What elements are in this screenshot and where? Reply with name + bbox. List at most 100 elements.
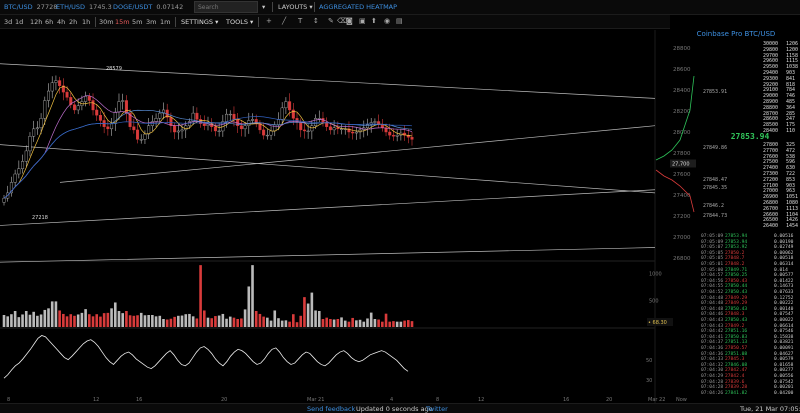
trade-price: 27849.71 [725,267,748,273]
tools-menu[interactable]: TOOLS ▾ [226,18,254,26]
orderbook-bid-row[interactable]: 26900 1051 [700,194,800,200]
orderbook-bid-row[interactable]: 27200 853 [700,177,800,183]
volume-bar [80,312,84,327]
orderbook-bid-row[interactable]: 27800 325 [700,142,800,148]
trade-size: 0.00062 [774,250,794,256]
tf-2h[interactable]: 2h [69,18,78,26]
candle-body [91,100,95,111]
orderbook-bid-row[interactable]: 26700 1113 [700,206,800,212]
ticker-symbol: ETH/USD [56,3,86,11]
orderbook-level-label: 27849.86 [700,145,800,151]
volume-bar [358,319,362,327]
volume-bar [332,319,336,327]
ticker-doge[interactable]: DOGE/USDT 0.07142 [113,3,183,11]
crosshair-icon[interactable]: + [266,17,272,25]
tf-30m[interactable]: 30m [99,18,114,26]
orderbook-ask-row[interactable]: 29700 1158 [700,53,800,59]
line-icon[interactable]: ╱ [282,17,287,25]
volume-bar [91,316,95,327]
orderbook-bid-row[interactable]: 27000 963 [700,188,800,194]
tf-3m[interactable]: 3m [146,18,157,26]
orderbook-ask-row[interactable]: 29100 784 [700,87,800,93]
trade-price: 27842.4 [725,374,745,379]
trade-price: 27851.08 [725,351,748,357]
trade-size: 0.00091 [774,346,794,351]
send-feedback-link[interactable]: Send feedback [307,405,356,413]
time-tick-label: 8 [436,397,439,403]
ticker-eth[interactable]: ETH/USD 1745.3 [56,3,112,11]
ask-price: 28900 [763,99,779,105]
tf-1m[interactable]: 1m [160,18,171,26]
orderbook-bid-row[interactable]: 27700 472 [700,148,800,154]
twitter-link[interactable]: Twitter [426,405,448,413]
orderbook-bid-row[interactable]: 27600 538 [700,154,800,160]
candle-body [410,137,414,140]
orderbook-ask-row[interactable]: 28500 175 [700,122,800,128]
candle-body [336,127,340,130]
trade-time: 07:04:52 [701,290,724,295]
orderbook-bid-row[interactable]: 26800 1080 [700,200,800,206]
moving-averages [3,86,413,199]
orderbook-ask-row[interactable]: 29600 1115 [700,58,800,64]
share-icon[interactable]: ⬆ [371,17,377,25]
orderbook-bid-row[interactable]: 27400 630 [700,165,800,171]
aggregated-heatmap-link[interactable]: AGGREGATED HEATMAP [319,3,398,11]
orderbook-ask-row[interactable]: 29500 1038 [700,64,800,70]
orderbook-ask-row[interactable]: 28700 285 [700,111,800,117]
tf-4h[interactable]: 4h [57,18,66,26]
text-icon[interactable]: T [298,17,303,25]
eye-icon[interactable]: ◉ [384,17,391,25]
chart-canvas[interactable]: 2880028600284002820028000278002760027400… [0,30,700,403]
eraser-icon[interactable]: ⌫ [337,17,347,25]
tf-12h[interactable]: 12h [30,18,43,26]
lock-icon[interactable]: ▤ [396,17,403,25]
orderbook-bid-row[interactable]: 26500 1426 [700,217,800,223]
orderbook-level-label: 27853.91 [700,89,800,95]
time-tick-label: 16 [563,397,569,403]
search-input[interactable] [194,1,258,13]
volume-bar [303,297,306,327]
orderbook-bid-row[interactable]: 27500 596 [700,159,800,165]
brush-icon[interactable]: ✎ [328,17,334,25]
tf-1d[interactable]: 1d [15,18,24,26]
ticker-btc[interactable]: BTC/USD 27728 [4,3,57,11]
volume-bar [310,292,314,327]
orderbook-ask-row[interactable]: 29300 841 [700,76,800,82]
tf-1h[interactable]: 1h [82,18,91,26]
trade-price: 27849.2 [725,323,745,329]
save-icon[interactable]: ▣ [359,17,366,25]
camera-icon[interactable]: ◙ [346,17,353,25]
orderbook-ask-row[interactable]: 28900 485 [700,99,800,105]
orderbook-ask-row[interactable]: 29400 903 [700,70,800,76]
tf-3d[interactable]: 3d [4,18,13,26]
tf-5m[interactable]: 5m [132,18,143,26]
bid-depth-curve [655,169,695,213]
orderbook-ask-row[interactable]: 28400 110 [700,128,800,134]
orderbook-ask-row[interactable]: 29800 1200 [700,47,800,53]
orderbook-ask-row[interactable]: 29200 818 [700,82,800,88]
trade-row: 07:04:57 27850.25 0.00577 [700,273,800,279]
candle-body [184,125,188,131]
tf-15m[interactable]: 15m [115,18,130,26]
tf-6h[interactable]: 6h [45,18,54,26]
trend-line [0,144,656,194]
orderbook-bid-row[interactable]: 27100 903 [700,183,800,189]
ask-size: 903 [786,70,796,76]
settings-menu[interactable]: SETTINGS ▾ [181,18,219,26]
orderbook-ask-row[interactable]: 28600 247 [700,116,800,122]
trade-size: 0.07546 [774,329,794,335]
volume-bar [102,313,106,327]
update-status: Updated 0 seconds ago [356,405,433,413]
orderbook-bid-row[interactable]: 27300 722 [700,171,800,177]
orderbook-ask-row[interactable]: 29000 746 [700,93,800,99]
measure-icon[interactable]: ↕ [313,17,319,25]
trade-time: 07:04:48 [701,306,724,312]
orderbook-bid-row[interactable]: 26400 1454 [700,223,800,229]
orderbook-ask-row[interactable]: 30000 1206 [700,41,800,47]
orderbook-ask-row[interactable]: 28800 364 [700,105,800,111]
layouts-menu[interactable]: LAYOUTS ▾ [278,3,313,11]
orderbook-bid-row[interactable]: 26600 1104 [700,212,800,218]
search-dropdown-icon[interactable]: ▾ [262,3,266,11]
ticker-price: 0.07142 [156,3,184,11]
trade-size: 0.06314 [774,262,794,267]
